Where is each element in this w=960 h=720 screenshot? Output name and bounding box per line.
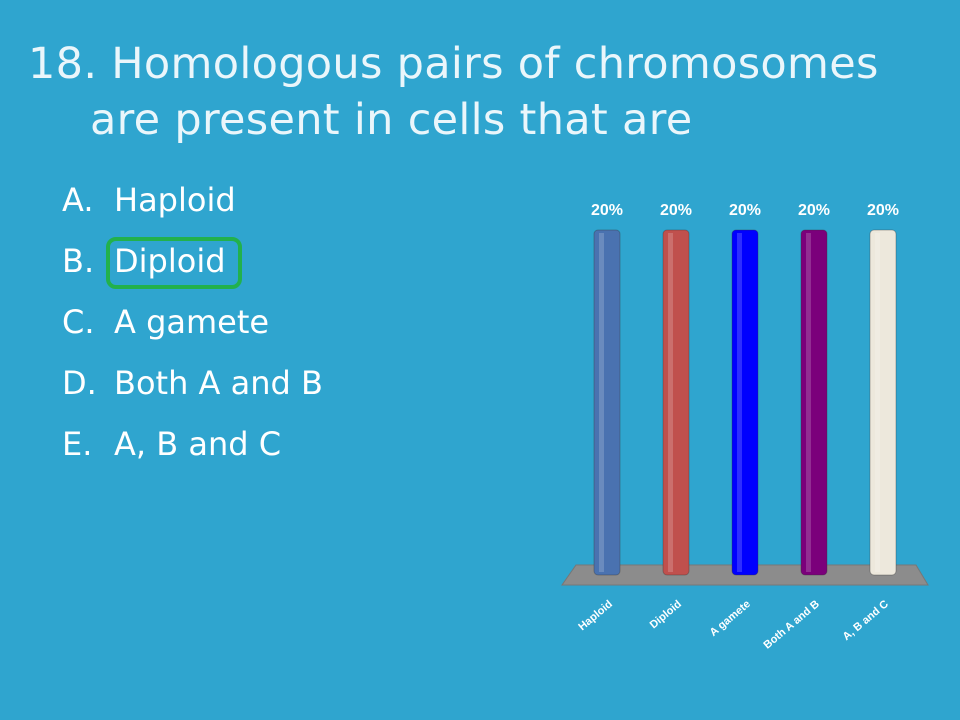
answer-option-e[interactable]: E. A, B and C: [62, 416, 323, 477]
category-label: A, B and C: [841, 598, 891, 643]
answer-letter: B.: [62, 242, 95, 280]
answer-option-b[interactable]: B. Diploid: [62, 233, 323, 294]
answer-list: A. Haploid B. Diploid C. A gamete D. Both A …: [62, 172, 323, 477]
bar-sheen: [668, 233, 673, 572]
bar-a-b-and-c: [869, 229, 897, 576]
bar-value-label: 20%: [660, 202, 692, 219]
bar-sheen: [875, 233, 880, 572]
answer-text: Haploid: [114, 181, 236, 219]
answer-text: A, B and C: [114, 425, 282, 463]
bar-haploid: [593, 229, 621, 576]
bar-sheen: [806, 233, 811, 572]
answer-option-d[interactable]: D. Both A and B: [62, 355, 323, 416]
category-label: Diploid: [648, 598, 684, 631]
bar-value-label: 20%: [798, 202, 830, 219]
bar-value-label: 20%: [591, 202, 623, 219]
bar-diploid: [662, 229, 690, 576]
bar-both-a-and-b: [800, 229, 828, 576]
category-label: A gamete: [708, 598, 753, 639]
question-text-line2: are present in cells that are: [90, 95, 693, 145]
category-label: Both A and B: [761, 598, 821, 651]
answer-text: Both A and B: [114, 364, 323, 402]
answer-letter: D.: [62, 364, 97, 402]
answer-option-c[interactable]: C. A gamete: [62, 294, 323, 355]
question-text-line1: Homologous pairs of chromosomes: [111, 39, 879, 89]
answer-letter: C.: [62, 303, 95, 341]
answer-option-a[interactable]: A. Haploid: [62, 172, 323, 233]
bar-sheen: [599, 233, 604, 572]
question-number: 18.: [28, 39, 98, 89]
answer-letter: E.: [62, 425, 93, 463]
question-title: 18. Homologous pairs of chromosomes are p…: [28, 36, 938, 148]
category-label: Haploid: [576, 598, 615, 633]
bar-value-label: 20%: [867, 202, 899, 219]
correct-answer-highlight: [106, 237, 242, 289]
answer-text: Diploid: [114, 242, 226, 280]
bar-a-gamete: [731, 229, 759, 576]
answer-text: A gamete: [114, 303, 270, 341]
bar-value-label: 20%: [729, 202, 761, 219]
answer-letter: A.: [62, 181, 94, 219]
bar-sheen: [737, 233, 742, 572]
